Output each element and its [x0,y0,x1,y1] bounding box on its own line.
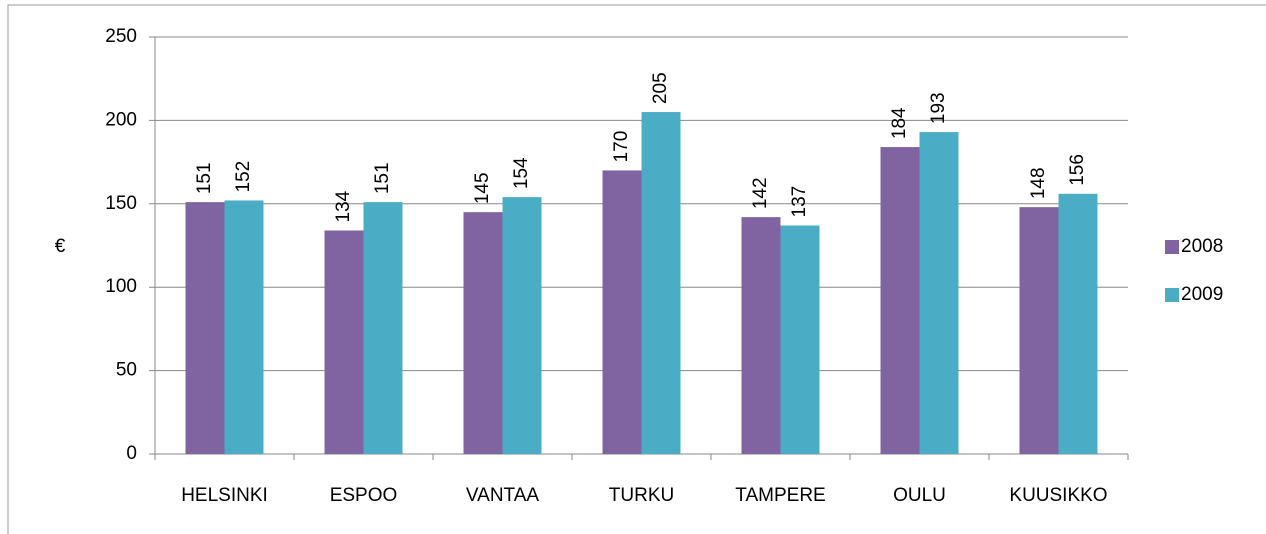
x-tick-label: VANTAA [466,485,540,506]
x-tick-label: HELSINKI [181,485,268,506]
x-tick-label: KUUSIKKO [1009,485,1107,506]
bar [185,202,225,454]
bar [641,112,681,454]
bar [224,200,264,454]
data-label: 154 [511,157,532,189]
bar [780,225,820,454]
data-label: 156 [1067,154,1088,186]
bar [1019,207,1059,454]
data-label: 184 [889,107,910,139]
data-label: 137 [789,186,810,218]
legend-swatch [1165,240,1179,254]
bar [502,197,542,455]
y-tick-label: 150 [105,193,137,214]
data-label: 205 [650,72,671,104]
y-tick-label: 100 [105,276,137,297]
y-tick-label: 200 [105,109,137,130]
bar [324,230,364,454]
x-tick-label: TAMPERE [735,485,825,506]
y-tick-label: 250 [105,26,137,47]
data-label: 152 [233,161,254,193]
bar [602,170,642,454]
x-tick-label: TURKU [609,485,674,506]
bar [919,132,959,455]
bar [1058,193,1098,455]
y-axis-title: € [55,236,66,257]
data-label: 134 [333,190,354,222]
data-label: 151 [194,162,215,194]
x-tick-label: ESPOO [330,485,398,506]
y-tick-label: 0 [126,443,137,464]
chart-frame [7,4,1266,534]
bar [880,147,920,454]
data-label: 193 [928,92,949,124]
legend-swatch [1165,288,1179,302]
legend-label: 2008 [1181,236,1223,257]
bar [363,202,403,454]
y-tick-label: 50 [116,360,137,381]
data-label: 170 [611,131,632,163]
data-label: 145 [472,172,493,204]
data-label: 151 [372,162,393,194]
legend-label: 2009 [1181,284,1223,305]
bar [741,217,781,454]
data-label: 142 [750,177,771,209]
data-label: 148 [1028,167,1049,199]
bar [463,212,503,454]
x-tick-label: OULU [893,485,946,506]
